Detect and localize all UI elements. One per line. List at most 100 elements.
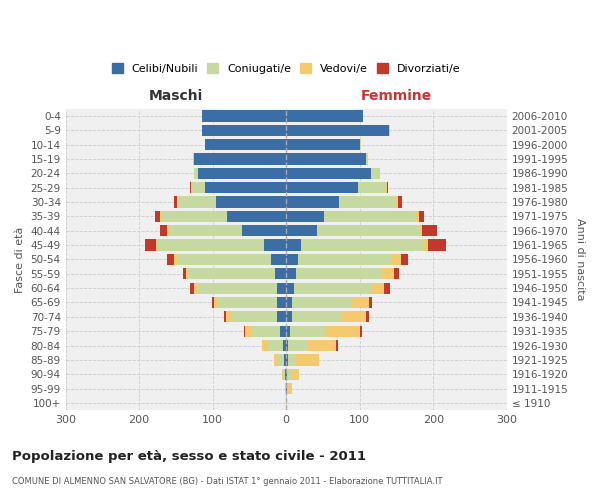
Bar: [282, 368, 283, 380]
Bar: [175, 196, 178, 207]
Y-axis label: Fasce di età: Fasce di età: [15, 226, 25, 292]
Bar: [422, 225, 437, 236]
Bar: [264, 240, 286, 250]
Bar: [368, 297, 372, 308]
Bar: [286, 354, 287, 366]
Bar: [190, 282, 194, 294]
Bar: [416, 211, 419, 222]
Bar: [277, 282, 286, 294]
Bar: [194, 168, 198, 179]
Bar: [296, 354, 319, 366]
Bar: [301, 240, 424, 250]
Bar: [401, 254, 408, 265]
Bar: [160, 225, 167, 236]
Bar: [193, 154, 194, 164]
Bar: [287, 368, 290, 380]
Bar: [188, 268, 275, 280]
Bar: [384, 282, 390, 294]
Bar: [290, 368, 299, 380]
Bar: [245, 326, 251, 337]
Text: Popolazione per età, sesso e stato civile - 2011: Popolazione per età, sesso e stato civil…: [12, 450, 366, 463]
Bar: [352, 297, 368, 308]
Bar: [317, 225, 419, 236]
Bar: [365, 154, 368, 164]
Bar: [194, 282, 197, 294]
Bar: [286, 110, 364, 122]
Bar: [286, 312, 292, 322]
Bar: [167, 254, 175, 265]
Bar: [286, 268, 296, 280]
Text: COMUNE DI ALMENNO SAN SALVATORE (BG) - Dati ISTAT 1° gennaio 2011 - Elaborazione: COMUNE DI ALMENNO SAN SALVATORE (BG) - D…: [12, 478, 443, 486]
Bar: [286, 225, 317, 236]
Bar: [287, 383, 289, 394]
Bar: [290, 326, 325, 337]
Bar: [325, 211, 416, 222]
Bar: [192, 182, 205, 194]
Bar: [360, 139, 361, 150]
Bar: [226, 312, 232, 322]
Bar: [262, 340, 268, 351]
Y-axis label: Anni di nascita: Anni di nascita: [575, 218, 585, 300]
Bar: [286, 211, 325, 222]
Bar: [286, 196, 339, 207]
Legend: Celibi/Nubili, Coniugati/e, Vedovi/e, Divorziati/e: Celibi/Nubili, Coniugati/e, Vedovi/e, Di…: [109, 60, 464, 77]
Text: Maschi: Maschi: [149, 88, 203, 102]
Bar: [244, 326, 245, 337]
Bar: [274, 354, 278, 366]
Bar: [397, 196, 398, 207]
Bar: [286, 139, 360, 150]
Bar: [424, 240, 428, 250]
Text: Femmine: Femmine: [361, 88, 432, 102]
Bar: [339, 196, 397, 207]
Bar: [286, 340, 289, 351]
Bar: [271, 254, 286, 265]
Bar: [298, 254, 392, 265]
Bar: [286, 368, 287, 380]
Bar: [190, 182, 191, 194]
Bar: [178, 254, 271, 265]
Bar: [178, 196, 217, 207]
Bar: [277, 312, 286, 322]
Bar: [419, 211, 424, 222]
Bar: [296, 268, 382, 280]
Bar: [428, 240, 446, 250]
Bar: [392, 254, 401, 265]
Bar: [202, 124, 286, 136]
Bar: [283, 368, 286, 380]
Bar: [286, 398, 287, 408]
Bar: [325, 326, 361, 337]
Bar: [198, 168, 286, 179]
Bar: [289, 383, 292, 394]
Bar: [186, 268, 188, 280]
Bar: [212, 297, 214, 308]
Bar: [419, 225, 422, 236]
Bar: [286, 383, 287, 394]
Bar: [371, 168, 380, 179]
Bar: [217, 297, 277, 308]
Bar: [278, 354, 284, 366]
Bar: [227, 211, 286, 222]
Bar: [342, 312, 365, 322]
Bar: [286, 168, 371, 179]
Bar: [277, 297, 286, 308]
Bar: [205, 182, 286, 194]
Bar: [242, 225, 286, 236]
Bar: [286, 326, 290, 337]
Bar: [160, 211, 161, 222]
Bar: [382, 268, 394, 280]
Bar: [336, 340, 338, 351]
Bar: [371, 282, 384, 294]
Bar: [232, 312, 277, 322]
Bar: [197, 282, 277, 294]
Bar: [292, 297, 352, 308]
Bar: [286, 240, 301, 250]
Bar: [194, 154, 286, 164]
Bar: [205, 139, 286, 150]
Bar: [175, 254, 178, 265]
Bar: [161, 211, 227, 222]
Bar: [286, 297, 292, 308]
Bar: [394, 268, 400, 280]
Bar: [251, 326, 280, 337]
Bar: [155, 211, 160, 222]
Bar: [214, 297, 217, 308]
